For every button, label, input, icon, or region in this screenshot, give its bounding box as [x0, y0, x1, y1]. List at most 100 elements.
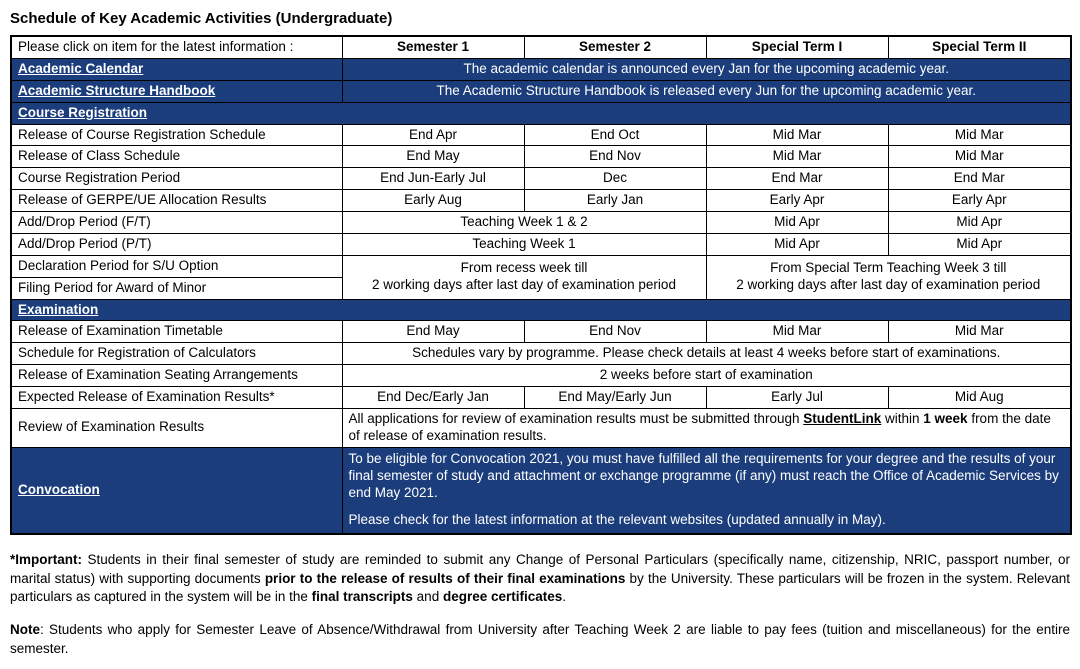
note-footnote: Note: Students who apply for Semester Le…	[10, 621, 1070, 659]
period-line: From Special Term Teaching Week 3 till	[770, 260, 1007, 276]
cell-value: Early Apr	[887, 189, 1072, 212]
important-bold-text: final transcripts	[311, 589, 413, 605]
examination-section-cell: Examination	[10, 298, 1072, 322]
cell-value: Mid Mar	[887, 320, 1072, 344]
cell-value: End Nov	[523, 145, 707, 169]
review-text: within	[881, 410, 924, 426]
convocation-paragraph: To be eligible for Convocation 2021, you…	[348, 450, 1059, 501]
cell-value: Early Jan	[523, 189, 707, 212]
row-label: Release of Course Registration Schedule	[10, 123, 343, 147]
section-row-examination: Examination	[10, 298, 1072, 322]
convocation-link[interactable]: Convocation	[18, 481, 100, 497]
cell-value: Mid Apr	[887, 232, 1072, 256]
row-label: Release of Class Schedule	[10, 145, 343, 169]
table-row: Declaration Period for S/U Option From r…	[10, 254, 1072, 300]
cell-value: End May	[341, 145, 525, 169]
header-special-term-2: Special Term II	[887, 35, 1072, 59]
cell-value: Mid Mar	[705, 145, 889, 169]
row-label: Review of Examination Results	[10, 407, 343, 448]
table-row: Add/Drop Period (P/T) Teaching Week 1 Mi…	[10, 232, 1072, 256]
header-intro: Please click on item for the latest info…	[10, 35, 343, 59]
row-label: Release of Examination Timetable	[10, 320, 343, 344]
studentlink-link[interactable]: StudentLink	[803, 410, 882, 426]
cell-value: End May	[341, 320, 525, 344]
cell-value: End Nov	[523, 320, 707, 344]
review-text: from the date of release of examination …	[348, 410, 1051, 443]
cell-value: Early Aug	[341, 189, 525, 212]
note-text: : Students who apply for Semester Leave …	[10, 622, 1070, 657]
academic-structure-handbook-cell: Academic Structure Handbook	[10, 79, 343, 103]
important-label: *Important:	[10, 551, 82, 567]
cell-value: End May/Early Jun	[523, 386, 707, 409]
cell-value: End Dec/Early Jan	[341, 386, 525, 409]
semester-period-cell: From recess week till 2 working days aft…	[341, 254, 707, 300]
important-bold-text: prior to the release of results of their…	[264, 570, 626, 586]
cell-value: Mid Mar	[887, 145, 1072, 169]
important-text: .	[562, 589, 567, 605]
cell-value: Mid Apr	[887, 211, 1072, 234]
table-row: Academic Structure Handbook The Academic…	[10, 79, 1072, 103]
table-row: Release of GERPE/UE Allocation Results E…	[10, 189, 1072, 212]
academic-calendar-link[interactable]: Academic Calendar	[18, 60, 144, 76]
important-text: and	[412, 589, 443, 605]
important-bold-text: degree certificates	[442, 589, 563, 605]
table-row: Schedule for Registration of Calculators…	[10, 342, 1072, 366]
period-line: 2 working days after last day of examina…	[372, 277, 676, 293]
row-label: Release of GERPE/UE Allocation Results	[10, 189, 343, 212]
table-row: Review of Examination Results All applic…	[10, 407, 1072, 448]
cell-value: Early Jul	[705, 386, 889, 409]
review-text: All applications for review of examinati…	[348, 410, 804, 426]
examination-link[interactable]: Examination	[18, 301, 99, 317]
period-line: From recess week till	[460, 260, 588, 276]
cell-value: Dec	[523, 167, 707, 191]
table-row: Add/Drop Period (F/T) Teaching Week 1 & …	[10, 211, 1072, 234]
cell-value: End Mar	[705, 167, 889, 191]
table-header-row: Please click on item for the latest info…	[10, 35, 1072, 59]
cell-value: Mid Apr	[705, 232, 889, 256]
header-semester-1: Semester 1	[341, 35, 525, 59]
row-label: Release of Examination Seating Arrangeme…	[10, 364, 343, 387]
table-row: Release of Examination Seating Arrangeme…	[10, 364, 1072, 387]
page-title: Schedule of Key Academic Activities (Und…	[10, 10, 393, 27]
row-label: Declaration Period for S/U Option	[10, 254, 343, 278]
academic-structure-handbook-info: The Academic Structure Handbook is relea…	[341, 79, 1072, 103]
course-registration-link[interactable]: Course Registration	[18, 104, 148, 120]
cell-value: 2 weeks before start of examination	[341, 364, 1072, 387]
convocation-paragraph: Please check for the latest information …	[348, 512, 886, 528]
note-label: Note	[10, 622, 40, 638]
row-label: Expected Release of Examination Results*	[10, 386, 343, 409]
important-footnote: *Important: Students in their final seme…	[10, 551, 1070, 608]
cell-value: End Mar	[887, 167, 1072, 191]
table-row: Expected Release of Examination Results*…	[10, 386, 1072, 409]
cell-value: End Oct	[523, 123, 707, 147]
review-bold-text: 1 week	[923, 410, 968, 426]
row-label: Add/Drop Period (F/T)	[10, 211, 343, 234]
cell-value: Mid Mar	[705, 320, 889, 344]
cell-value: End Jun-Early Jul	[341, 167, 525, 191]
table-row: Convocation To be eligible for Convocati…	[10, 446, 1072, 535]
row-label: Schedule for Registration of Calculators	[10, 342, 343, 366]
row-label: Add/Drop Period (P/T)	[10, 232, 343, 256]
cell-value: Mid Mar	[705, 123, 889, 147]
table-row: Filing Period for Award of Minor	[10, 276, 1071, 300]
row-label: Course Registration Period	[10, 167, 343, 191]
header-semester-2: Semester 2	[523, 35, 707, 59]
academic-structure-handbook-link[interactable]: Academic Structure Handbook	[18, 82, 216, 98]
convocation-info-cell: To be eligible for Convocation 2021, you…	[341, 446, 1072, 535]
cell-value: Mid Apr	[705, 211, 889, 234]
important-text: Students in their final semester of stud…	[10, 551, 1070, 586]
cell-value: Early Apr	[705, 189, 889, 212]
header-special-term-1: Special Term I	[705, 35, 889, 59]
academic-calendar-info: The academic calendar is announced every…	[341, 57, 1072, 81]
course-registration-section-cell: Course Registration	[10, 101, 1072, 125]
table-row: Course Registration Period End Jun-Early…	[10, 167, 1072, 191]
cell-value: End Apr	[341, 123, 525, 147]
table-row: Academic Calendar The academic calendar …	[10, 57, 1072, 81]
cell-value: Schedules vary by programme. Please chec…	[341, 342, 1072, 366]
table-row: Release of Examination Timetable End May…	[10, 320, 1072, 344]
row-label: Filing Period for Award of Minor	[10, 276, 343, 300]
table-row: Release of Class Schedule End May End No…	[10, 145, 1072, 169]
cell-value: Teaching Week 1 & 2	[341, 211, 707, 234]
convocation-cell: Convocation	[10, 446, 343, 535]
academic-calendar-cell: Academic Calendar	[10, 57, 343, 81]
